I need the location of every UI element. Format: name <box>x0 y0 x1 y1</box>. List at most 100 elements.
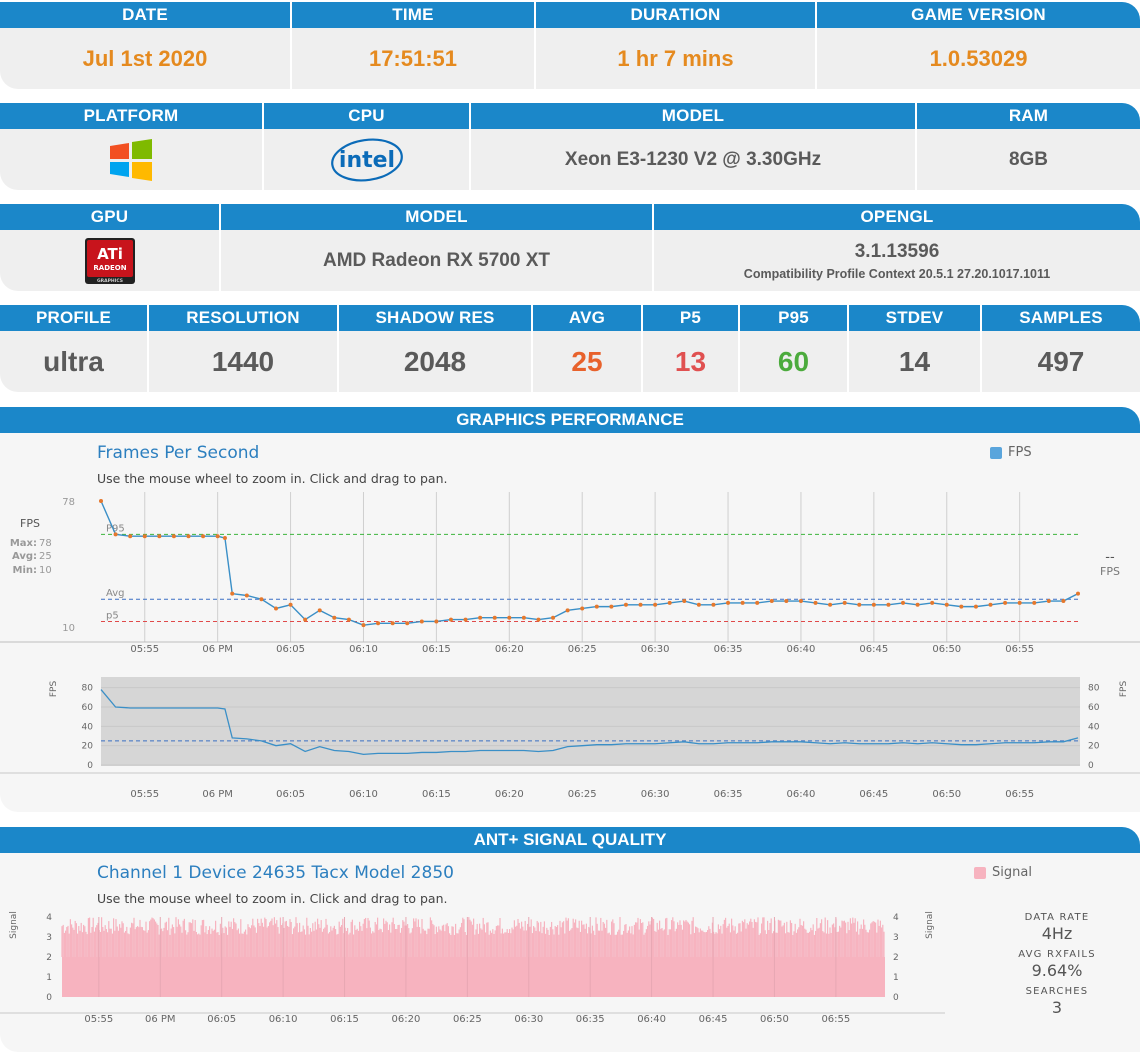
fps-legend[interactable]: FPS <box>990 445 1032 460</box>
fps-point <box>726 600 731 605</box>
signal-y-tick-left: 3 <box>46 933 52 943</box>
graphics-logo-text: GRAPHICS <box>96 278 122 284</box>
fps-point <box>390 621 395 626</box>
signal-y-tick-right: 4 <box>893 913 899 923</box>
avg-header: AVG <box>533 305 641 331</box>
signal-x-tick-label: 06 PM <box>145 1014 176 1025</box>
signal-y-tick-right: 3 <box>893 933 899 943</box>
fps-x-tick-label: 06 PM <box>202 644 233 655</box>
opengl-version: 3.1.13596 <box>854 240 940 262</box>
navigator-axis-label-right: FPS <box>1119 681 1129 698</box>
fps-point <box>973 604 978 609</box>
signal-legend[interactable]: Signal <box>974 865 1032 880</box>
gpu-model-cell: MODEL AMD Radeon RX 5700 XT <box>219 204 652 291</box>
fps-reference-lines: P95 Avg p5 <box>101 523 1078 622</box>
gpu-table: GPU ATi RADEON GRAPHICS MODEL AMD Radeon… <box>0 204 1140 291</box>
fps-legend-label: FPS <box>1008 445 1032 460</box>
fps-point <box>769 599 774 604</box>
fps-max-label: Max: <box>10 538 37 549</box>
fps-avg-label: Avg: <box>12 551 37 562</box>
fps-chart-title: Frames Per Second <box>97 443 260 463</box>
fps-point <box>215 534 220 539</box>
fps-right-readout: -- <box>1105 550 1115 565</box>
duration-header: DURATION <box>536 2 815 28</box>
fps-point <box>594 604 599 609</box>
duration-value: 1 hr 7 mins <box>617 45 734 71</box>
navigator-x-tick-label: 06:10 <box>349 789 378 800</box>
cpu-model-cell: MODEL Xeon E3-1230 V2 @ 3.30GHz <box>469 103 915 190</box>
fps-point <box>857 602 862 607</box>
fps-point <box>361 623 366 628</box>
fps-point <box>682 599 687 604</box>
gpu-header: GPU <box>0 204 219 230</box>
signal-x-tick-label: 06:45 <box>699 1014 728 1025</box>
samples-header: SAMPLES <box>982 305 1140 331</box>
avg-value: 25 <box>571 345 603 377</box>
stdev-header: STDEV <box>849 305 980 331</box>
signal-chart-hint: Use the mouse wheel to zoom in. Click an… <box>97 891 448 906</box>
signal-y-tick-right: 1 <box>893 973 899 983</box>
fps-point <box>696 602 701 607</box>
signal-grid <box>0 917 945 1014</box>
fps-x-tick-label: 05:55 <box>130 644 159 655</box>
opengl-value: 3.1.13596 Compatibility Profile Context … <box>654 230 1140 291</box>
signal-x-tick-label: 06:55 <box>821 1014 850 1025</box>
fps-min-value: 10 <box>39 565 52 576</box>
p5-header: P5 <box>643 305 738 331</box>
p95-value: 60 <box>777 345 810 377</box>
navigator-axis-label-left: FPS <box>49 681 59 698</box>
fps-point <box>1061 599 1066 604</box>
fps-max-value: 78 <box>39 538 52 549</box>
fps-point <box>288 602 293 607</box>
fps-point <box>419 619 424 624</box>
navigator-area[interactable] <box>101 677 1080 766</box>
signal-chart[interactable]: 0 0 1 1 2 2 3 3 4 4 05:55 06 PM 06:05 06:10 06:15 06:2… <box>0 827 960 1052</box>
fps-point <box>303 617 308 622</box>
fps-point <box>142 534 147 539</box>
fps-ref-label-avg: Avg <box>106 588 125 599</box>
ati-radeon-logo-icon: ATi RADEON GRAPHICS <box>0 230 219 291</box>
fps-point <box>988 602 993 607</box>
fps-ref-label-p95: P95 <box>106 523 125 534</box>
time-cell: TIME 17:51:51 <box>290 2 534 89</box>
signal-y-tick-left: 2 <box>46 953 52 963</box>
stdev-cell: STDEV 14 <box>847 305 980 392</box>
fps-x-tick-label: 06:25 <box>568 644 597 655</box>
resolution-value: 1440 <box>211 345 275 377</box>
fps-legend-swatch <box>990 446 1002 459</box>
gpu-cell: GPU ATi RADEON GRAPHICS <box>0 204 219 291</box>
navigator-y-tick-right: 20 <box>1088 742 1100 752</box>
fps-point <box>157 534 162 539</box>
fps-chart-hint: Use the mouse wheel to zoom in. Click an… <box>97 471 448 486</box>
fps-point <box>259 597 264 602</box>
fps-point <box>448 617 453 622</box>
signal-legend-swatch <box>974 866 986 879</box>
fps-point <box>886 602 891 607</box>
signal-axis-label-right: Signal <box>925 911 935 939</box>
fps-point <box>959 604 964 609</box>
navigator-x-tick-label: 06:30 <box>641 789 670 800</box>
profile-table: PROFILE ultra RESOLUTION 1440 SHADOW RES… <box>0 305 1140 392</box>
navigator-y-tick-right: 80 <box>1088 684 1100 694</box>
p5-cell: P5 13 <box>641 305 738 392</box>
fps-ref-label-p5: p5 <box>106 610 119 621</box>
data-rate-value: 4Hz <box>1041 924 1073 943</box>
opengl-detail: Compatibility Profile Context 20.5.1 27.… <box>743 266 1051 281</box>
navigator-y-ticks: 0 0 20 20 40 40 60 60 80 80 <box>82 684 1100 771</box>
fps-point <box>222 536 227 541</box>
fps-point <box>507 615 512 620</box>
fps-x-tick-label: 06:20 <box>495 644 524 655</box>
fps-y-bottom-label: 10 <box>62 623 75 634</box>
fps-point <box>755 600 760 605</box>
cpu-cell: CPU intel <box>262 103 469 190</box>
game-version-value: 1.0.53029 <box>929 45 1028 71</box>
signal-y-ticks: 0 0 1 1 2 2 3 3 4 4 <box>46 913 899 1003</box>
fps-point <box>740 600 745 605</box>
fps-point <box>944 602 949 607</box>
p95-header: P95 <box>740 305 847 331</box>
fps-point <box>784 599 789 604</box>
windows-logo-icon <box>0 129 262 190</box>
intel-logo-icon: intel <box>264 129 469 190</box>
fps-grid <box>0 492 1140 643</box>
